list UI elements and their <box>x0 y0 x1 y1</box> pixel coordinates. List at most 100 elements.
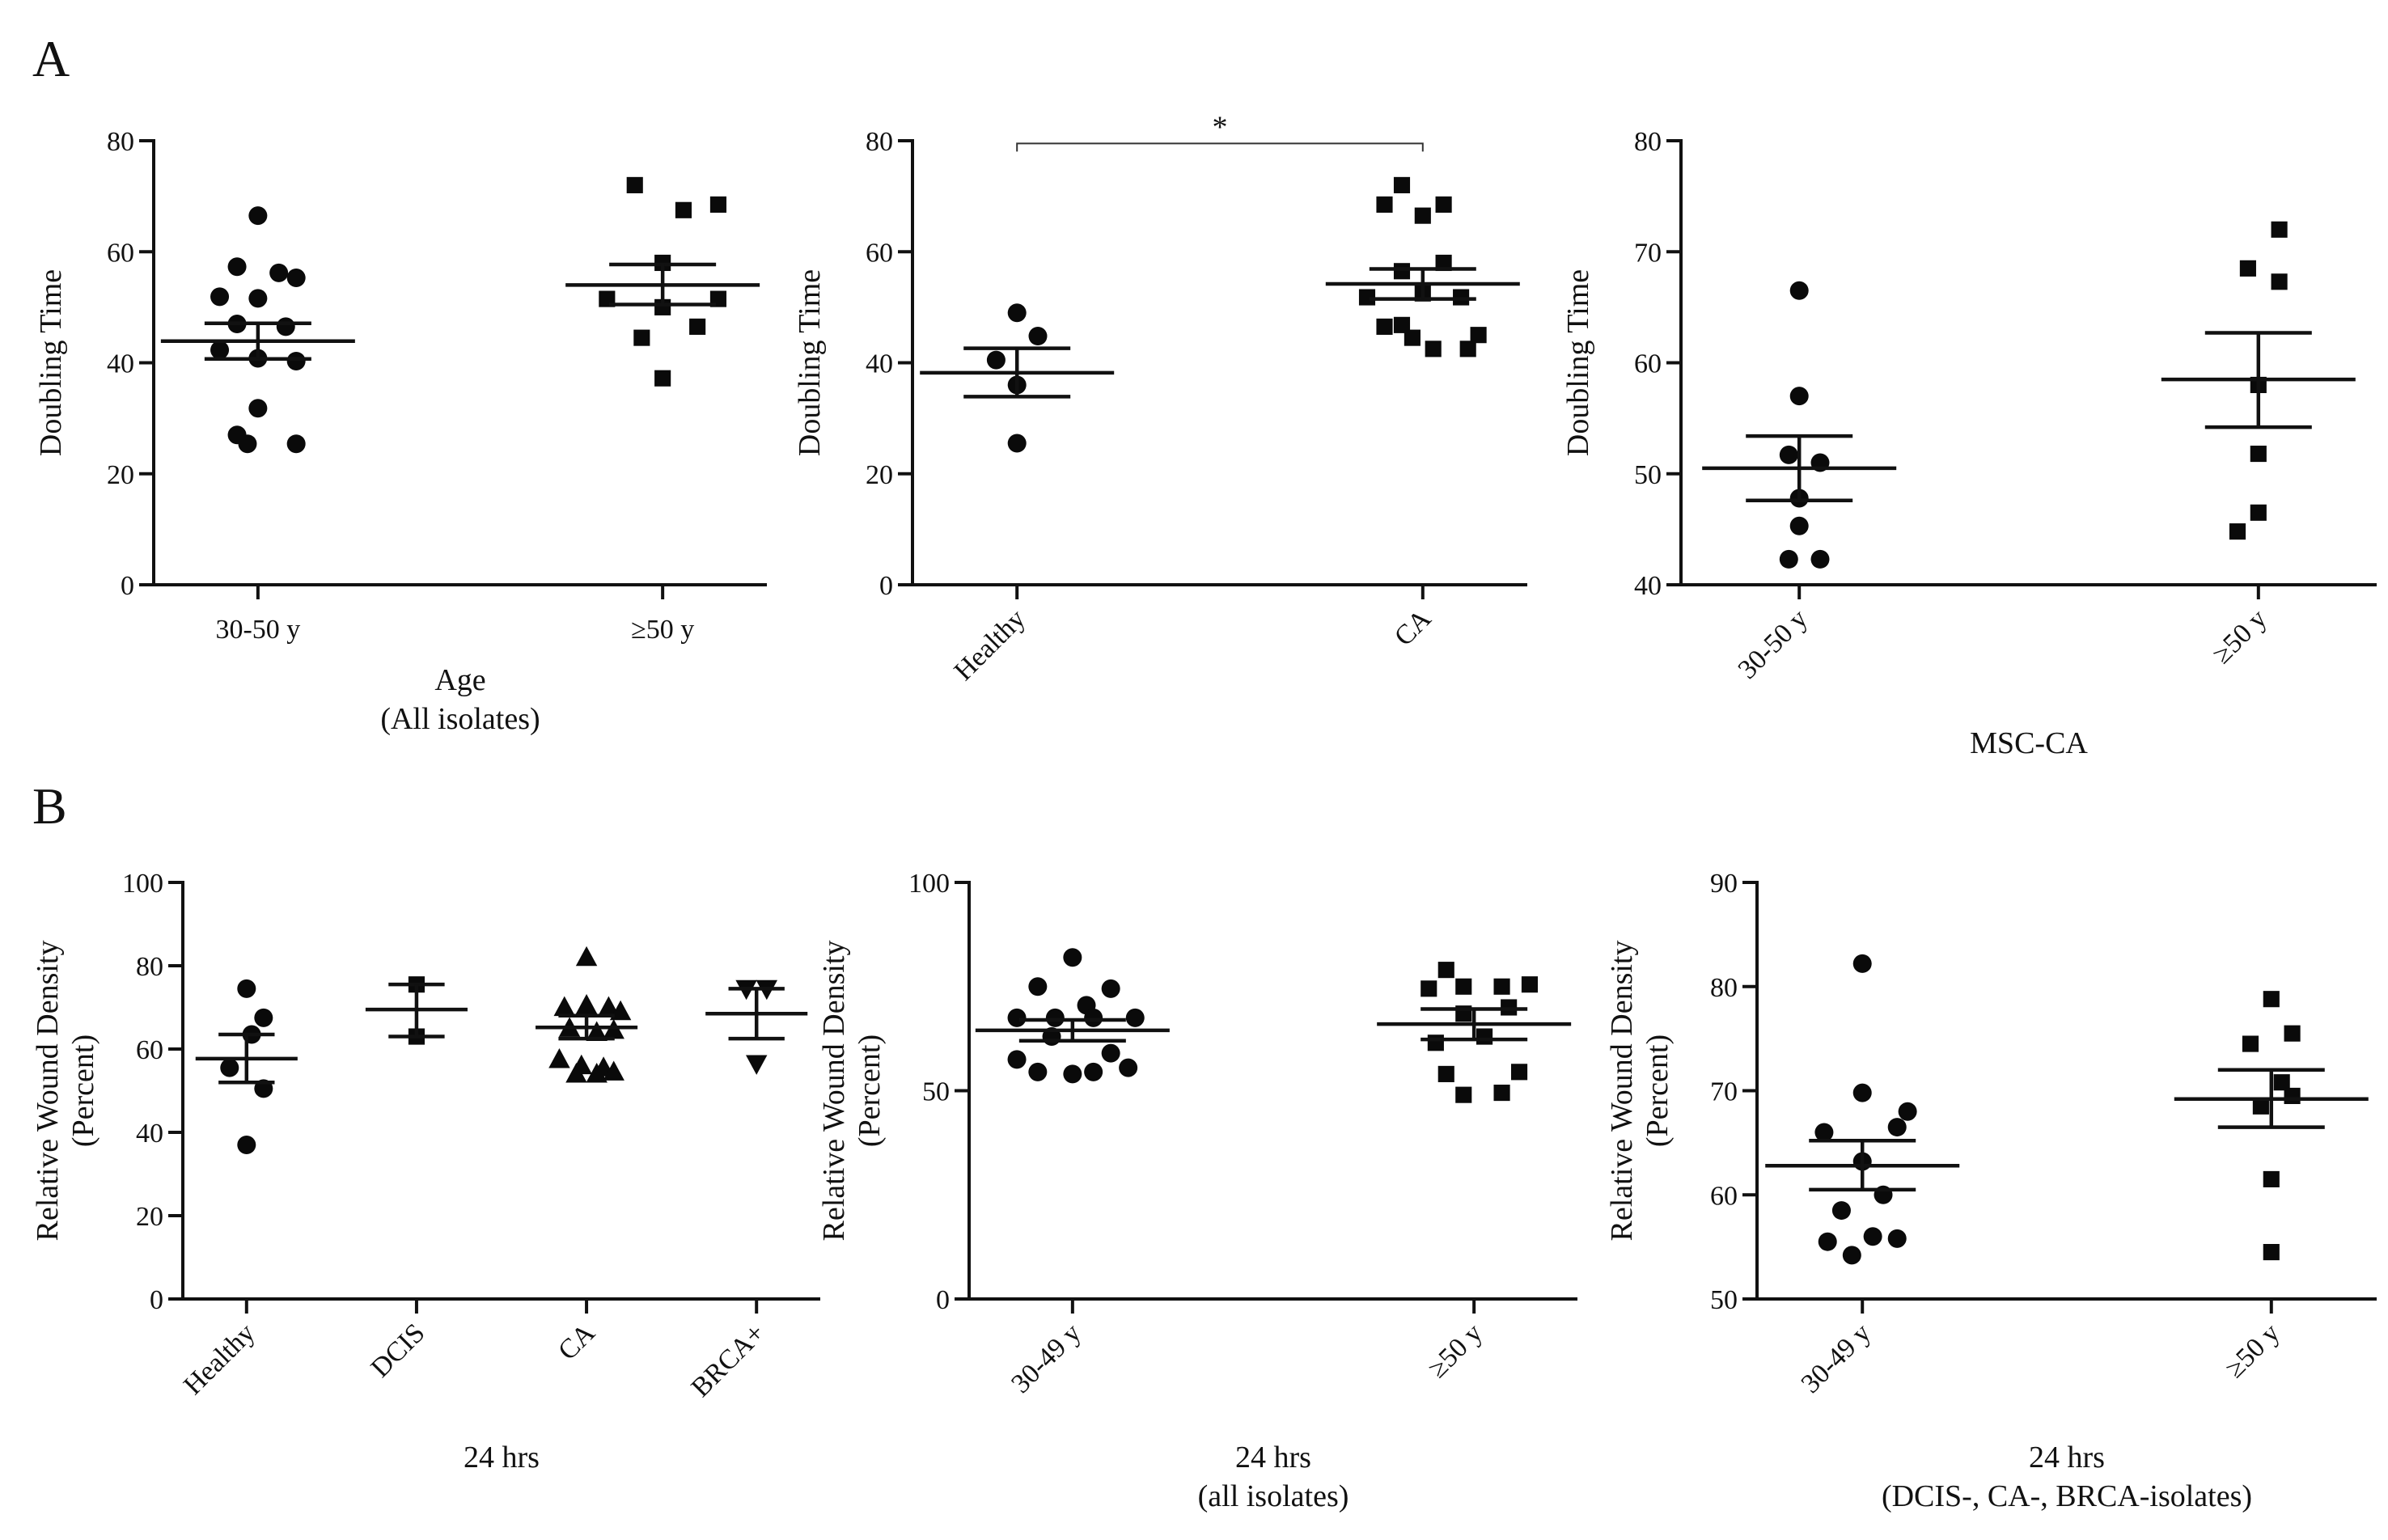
y-tick-label: 60 <box>1634 349 1662 379</box>
data-point <box>1437 962 1454 979</box>
data-point <box>575 994 598 1014</box>
y-tick-label: 70 <box>1710 1077 1738 1107</box>
x-tick-label: ≥50 y <box>631 615 694 645</box>
data-point <box>1063 948 1082 967</box>
data-point <box>248 399 268 418</box>
data-point <box>1404 329 1421 346</box>
x-tick-label: CA <box>553 1318 601 1366</box>
y-tick-label: 0 <box>879 571 893 601</box>
data-point <box>254 1008 273 1027</box>
significance-bracket <box>1016 142 1424 152</box>
y-tick-label: 100 <box>122 869 163 899</box>
data-point <box>2250 445 2267 463</box>
x-axis-title: 24 hrs <box>1235 1441 1311 1474</box>
data-point <box>238 434 257 454</box>
data-point <box>654 370 671 387</box>
data-point <box>237 979 256 998</box>
data-point <box>1421 980 1437 997</box>
data-point <box>1414 207 1431 224</box>
data-point <box>286 269 306 288</box>
data-point <box>1084 1008 1103 1027</box>
data-point <box>1028 327 1048 346</box>
data-points-1 <box>210 206 306 454</box>
y-tick-label: 0 <box>121 571 134 601</box>
data-point <box>598 996 620 1017</box>
data-point <box>553 996 575 1017</box>
significance-label: * <box>1213 110 1228 144</box>
data-point <box>2252 1098 2269 1115</box>
data-point <box>2273 1074 2290 1091</box>
y-axis-title: Doubling Time <box>793 269 827 456</box>
data-point <box>1789 516 1809 535</box>
data-point <box>1437 1065 1454 1082</box>
chart-5: 0 50 100 Relative Wound Density (Percent) 30-… <box>817 869 1577 1513</box>
data-point <box>1510 1064 1528 1081</box>
x-tick-label: BRCA+ <box>686 1318 771 1402</box>
data-point <box>237 1135 256 1154</box>
x-tick-label: 30-50 y <box>1733 603 1814 684</box>
data-point <box>603 1060 625 1081</box>
data-point <box>626 176 643 193</box>
data-point <box>210 341 230 360</box>
chart-3: 40 50 60 70 80 Doubling Time 30-50 y ≥50 y MSC-C… <box>1561 127 2377 760</box>
y-tick-label: 20 <box>107 460 134 490</box>
data-point <box>1119 1058 1138 1077</box>
data-points-1 <box>1814 954 1917 1265</box>
y-axis-title: (Percent) <box>1641 1034 1675 1147</box>
data-point <box>1887 1229 1907 1248</box>
data-point <box>1852 1083 1872 1102</box>
data-point <box>220 1058 239 1077</box>
data-point <box>1831 1201 1851 1221</box>
data-point <box>565 1063 587 1083</box>
data-point <box>1427 1034 1444 1051</box>
y-axis-title: Doubling Time <box>1561 269 1595 456</box>
panel-letter-a: A <box>32 30 70 87</box>
y-tick-label: 40 <box>136 1119 163 1149</box>
data-point <box>548 1047 570 1068</box>
data-point <box>1007 303 1027 323</box>
data-point <box>1852 954 1872 973</box>
data-point <box>1455 1086 1472 1103</box>
data-point <box>745 1055 768 1075</box>
data-point <box>1842 1246 1861 1265</box>
y-tick-label: 60 <box>1710 1181 1738 1211</box>
panel-letter-b: B <box>32 777 67 835</box>
data-points-1 <box>1007 948 1145 1084</box>
data-point <box>1376 318 1393 335</box>
data-point <box>633 329 650 346</box>
data-point <box>1435 196 1452 213</box>
y-tick-label: 0 <box>150 1285 163 1315</box>
data-point <box>1459 341 1476 358</box>
data-points-2 <box>1358 176 1487 358</box>
data-point <box>227 257 247 277</box>
data-point <box>1493 978 1510 995</box>
x-axis-title: (All isolates) <box>380 702 540 736</box>
data-point <box>1779 445 1798 464</box>
data-point <box>2263 1244 2280 1261</box>
x-tick-label: Healthy <box>178 1318 260 1400</box>
data-point <box>1101 1043 1120 1063</box>
data-point <box>1863 1227 1882 1246</box>
y-axis-title: (Percent) <box>853 1034 887 1147</box>
data-point <box>2284 1025 2301 1042</box>
data-point <box>1887 1118 1907 1137</box>
y-axis-title: Doubling Time <box>34 269 68 456</box>
y-axis-title: Relative Wound Density <box>817 941 851 1242</box>
data-point <box>586 1021 608 1041</box>
x-tick-label: ≥50 y <box>1422 1318 1488 1383</box>
y-tick-label: 20 <box>866 460 893 490</box>
chart-1: 0 20 40 60 80 Doubling Time 30-50 y ≥50 y Age (Al… <box>34 127 767 736</box>
y-axis-title: (Percent) <box>66 1034 100 1147</box>
x-axis-title: (DCIS-, CA-, BRCA-isolates) <box>1882 1479 2252 1513</box>
data-point <box>1789 281 1809 300</box>
data-point <box>1818 1232 1837 1251</box>
data-point <box>675 201 692 218</box>
data-point <box>609 1000 632 1021</box>
y-tick-label: 40 <box>1634 571 1662 601</box>
data-point <box>1425 341 1442 358</box>
x-tick-label: ≥50 y <box>2220 1318 2285 1383</box>
data-point <box>1358 289 1376 306</box>
chart-6: 50 60 70 80 90 Relative Wound Density (Percent… <box>1605 869 2377 1513</box>
data-point <box>1435 254 1452 272</box>
x-axis-title: (all isolates) <box>1198 1479 1349 1513</box>
